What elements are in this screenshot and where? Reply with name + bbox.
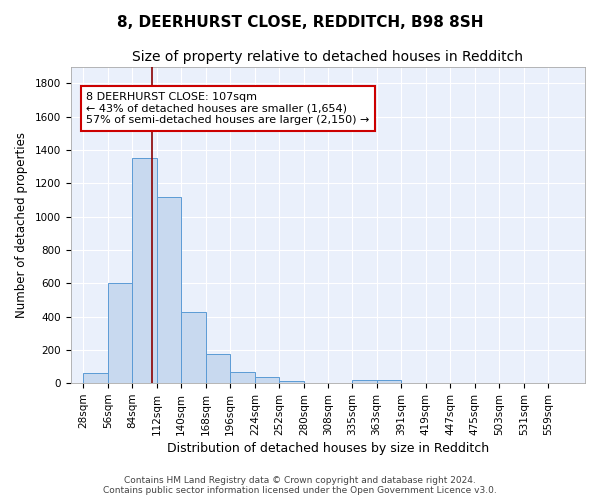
Bar bbox=[352, 380, 377, 383]
Text: 8, DEERHURST CLOSE, REDDITCH, B98 8SH: 8, DEERHURST CLOSE, REDDITCH, B98 8SH bbox=[117, 15, 483, 30]
Text: Contains HM Land Registry data © Crown copyright and database right 2024.
Contai: Contains HM Land Registry data © Crown c… bbox=[103, 476, 497, 495]
Bar bbox=[181, 312, 206, 383]
Text: 8 DEERHURST CLOSE: 107sqm
← 43% of detached houses are smaller (1,654)
57% of se: 8 DEERHURST CLOSE: 107sqm ← 43% of detac… bbox=[86, 92, 370, 125]
Bar bbox=[206, 354, 230, 383]
X-axis label: Distribution of detached houses by size in Redditch: Distribution of detached houses by size … bbox=[167, 442, 489, 455]
Bar bbox=[255, 376, 280, 383]
Bar bbox=[107, 283, 132, 383]
Bar bbox=[157, 196, 181, 383]
Y-axis label: Number of detached properties: Number of detached properties bbox=[15, 132, 28, 318]
Bar bbox=[230, 372, 255, 383]
Bar bbox=[280, 380, 304, 383]
Bar bbox=[377, 380, 401, 383]
Title: Size of property relative to detached houses in Redditch: Size of property relative to detached ho… bbox=[133, 50, 523, 64]
Bar bbox=[132, 158, 157, 383]
Bar bbox=[83, 373, 107, 383]
